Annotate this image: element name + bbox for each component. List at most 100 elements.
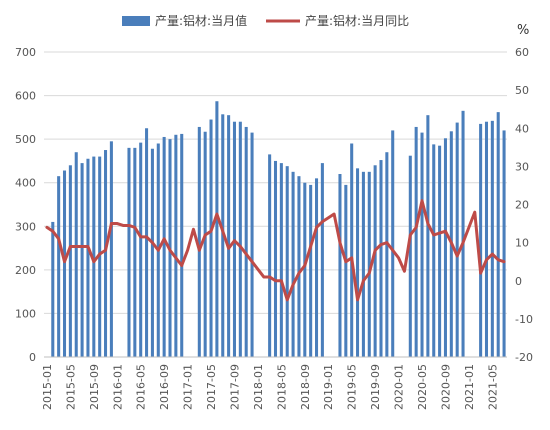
- x-tick-label-2020-01: 2020-01: [393, 364, 406, 410]
- legend-line-label: 产量:铝材:当月同比: [305, 13, 409, 28]
- legend: 产量:铝材:当月值 产量:铝材:当月同比: [122, 13, 409, 28]
- right-tick-label-50: 50: [515, 84, 529, 97]
- x-tick-label-2018-01: 2018-01: [252, 364, 265, 410]
- left-tick-label-300: 300: [15, 220, 36, 233]
- bar-2019-06: [356, 168, 360, 357]
- right-tick-label-10: 10: [515, 237, 529, 250]
- right-tick-label--10: -10: [515, 313, 533, 326]
- right-tick-label-40: 40: [515, 122, 529, 135]
- bar-2020-06: [426, 115, 430, 357]
- left-tick-label-0: 0: [29, 351, 36, 364]
- bar-2020-12: [461, 110, 465, 357]
- bar-2019-12: [391, 130, 395, 357]
- bar-2015-03: [57, 176, 61, 357]
- bar-2018-10: [309, 184, 313, 357]
- bar-2015-11: [104, 150, 108, 357]
- x-tick-label-2019-09: 2019-09: [369, 364, 382, 410]
- bar-2018-07: [291, 171, 295, 357]
- x-tick-label-2015-01: 2015-01: [41, 364, 54, 410]
- bar-2017-12: [250, 132, 254, 357]
- bar-2018-09: [303, 182, 307, 357]
- bar-2017-10: [238, 121, 242, 357]
- x-tick-label-2019-05: 2019-05: [346, 364, 359, 410]
- bar-2019-05: [350, 143, 354, 357]
- bar-2018-08: [297, 176, 301, 357]
- bar-2019-03: [338, 174, 342, 357]
- right-tick-label-20: 20: [515, 199, 529, 212]
- x-tick-label-2015-05: 2015-05: [64, 364, 77, 410]
- x-tick-label-2021-01: 2021-01: [463, 364, 476, 410]
- bar-2017-05: [209, 119, 213, 358]
- bar-2020-07: [432, 144, 436, 357]
- bar-2021-07: [502, 130, 506, 357]
- right-tick-label-60: 60: [515, 46, 529, 59]
- bar-2019-10: [379, 160, 383, 357]
- bar-2016-06: [145, 128, 149, 357]
- bar-2017-06: [215, 101, 219, 357]
- x-tick-label-2016-09: 2016-09: [158, 364, 171, 410]
- bar-2015-09: [92, 156, 96, 357]
- bar-2021-03: [479, 123, 483, 358]
- bar-2015-04: [62, 170, 67, 357]
- x-tick-label-2016-01: 2016-01: [111, 364, 124, 410]
- bar-2021-06: [496, 112, 500, 357]
- bar-2015-07: [80, 163, 84, 357]
- bar-2020-03: [408, 155, 412, 357]
- bar-2020-11: [455, 122, 459, 357]
- x-tick-label-2017-09: 2017-09: [228, 364, 241, 410]
- bar-2017-08: [227, 115, 231, 357]
- bar-2016-03: [127, 147, 131, 357]
- bar-2021-04: [484, 121, 489, 357]
- right-tick-label-0: 0: [515, 275, 522, 288]
- x-tick-label-2018-09: 2018-09: [299, 364, 312, 410]
- x-tick-label-2018-05: 2018-05: [275, 364, 288, 410]
- right-tick-label-30: 30: [515, 160, 529, 173]
- bar-2019-07: [361, 171, 365, 357]
- left-tick-label-100: 100: [15, 307, 36, 320]
- bar-2016-04: [133, 147, 137, 357]
- axes: 0 100 200 300 400 500 600 700 -20 -10 0 10 20 30 40 50 6…: [15, 46, 533, 410]
- bar-2016-05: [139, 142, 143, 357]
- left-tick-label-500: 500: [15, 133, 36, 146]
- right-axis-unit-label: %: [517, 23, 529, 38]
- bar-2019-11: [385, 152, 389, 357]
- bar-2019-09: [373, 165, 377, 357]
- bar-2020-09: [443, 138, 447, 357]
- bar-2015-06: [74, 152, 78, 357]
- left-tick-label-400: 400: [15, 177, 36, 190]
- x-tick-label-2017-01: 2017-01: [182, 364, 195, 410]
- right-tick-label--20: -20: [515, 351, 533, 364]
- bar-2018-11: [315, 178, 319, 357]
- x-tick-label-2020-05: 2020-05: [416, 364, 429, 410]
- bar-2018-05: [279, 163, 283, 357]
- x-tick-label-2021-05: 2021-05: [486, 364, 499, 410]
- x-tick-label-2017-05: 2017-05: [205, 364, 218, 410]
- bar-2016-09: [162, 136, 166, 357]
- bar-2016-12: [180, 133, 184, 357]
- bar-2015-12: [109, 141, 113, 357]
- line-series-yoy-growth: [45, 199, 506, 302]
- bar-2021-05: [490, 120, 494, 357]
- left-tick-label-200: 200: [15, 264, 36, 277]
- bar-2015-08: [86, 158, 90, 357]
- legend-bar-swatch: [122, 16, 150, 26]
- bar-2016-07: [150, 148, 154, 357]
- bar-2017-04: [203, 131, 207, 357]
- yoy-line-path: [45, 199, 506, 302]
- x-tick-label-2020-09: 2020-09: [439, 364, 452, 410]
- x-tick-label-2015-09: 2015-09: [88, 364, 101, 410]
- bar-2018-03: [268, 154, 272, 357]
- bar-2020-04: [414, 126, 418, 357]
- x-tick-label-2019-01: 2019-01: [322, 364, 335, 410]
- bar-2015-10: [98, 156, 102, 357]
- bar-2015-05: [68, 165, 72, 357]
- bar-2017-11: [244, 126, 248, 357]
- legend-bar-label: 产量:铝材:当月值: [155, 13, 247, 28]
- bar-2018-12: [320, 163, 324, 357]
- bar-2020-08: [438, 145, 442, 357]
- bar-2019-08: [367, 171, 371, 357]
- x-tick-label-2016-05: 2016-05: [135, 364, 148, 410]
- bar-2017-03: [197, 126, 201, 357]
